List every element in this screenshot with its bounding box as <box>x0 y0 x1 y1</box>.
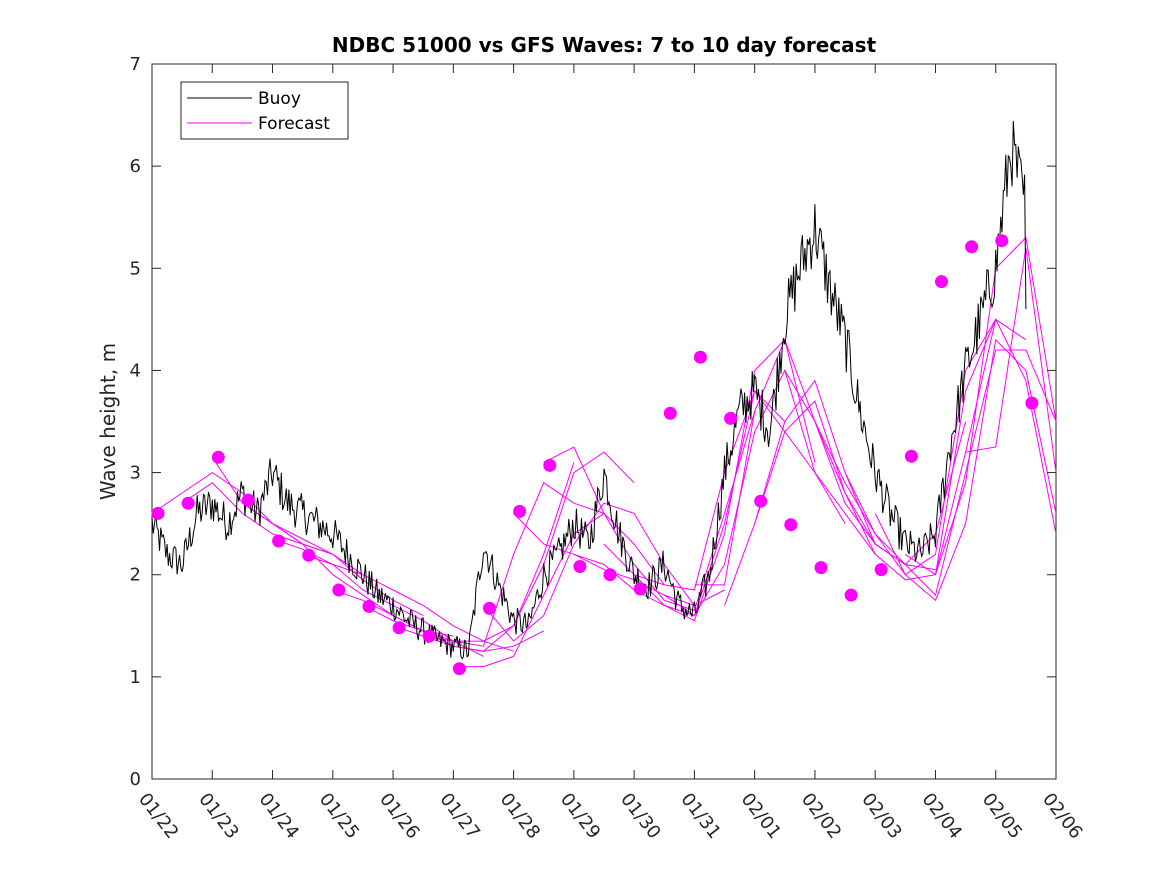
forecast-line-23 <box>814 318 1027 581</box>
forecast-line-17 <box>633 389 846 591</box>
forecast-line-14 <box>543 411 756 612</box>
forecast-marker <box>965 240 979 254</box>
forecast-marker <box>904 449 918 463</box>
y-tick-label: 7 <box>130 54 141 75</box>
chart-title: NDBC 51000 vs GFS Waves: 7 to 10 day for… <box>332 33 877 57</box>
y-axis-label: Wave height, m <box>96 343 120 500</box>
forecast-marker <box>452 662 466 676</box>
forecast-marker <box>874 563 888 577</box>
forecast-marker <box>302 548 316 562</box>
y-tick-label: 5 <box>130 258 141 279</box>
forecast-marker <box>814 561 828 575</box>
forecast-marker <box>603 568 617 582</box>
forecast-line-22 <box>784 319 997 576</box>
forecast-marker <box>513 504 527 518</box>
forecast-line-12 <box>483 502 695 642</box>
forecast-marker <box>663 406 677 420</box>
forecast-marker <box>633 582 647 596</box>
forecast-marker <box>211 450 225 464</box>
forecast-marker <box>181 496 195 510</box>
legend-forecast-label: Forecast <box>258 114 330 134</box>
forecast-marker <box>483 601 496 615</box>
forecast-line-24 <box>844 349 1057 597</box>
forecast-line-27 <box>935 317 1057 575</box>
forecast-line-6 <box>302 553 514 652</box>
forecast-line-19 <box>694 338 906 586</box>
forecast-marker <box>151 506 165 520</box>
y-tick-label: 1 <box>130 667 141 688</box>
y-tick-label: 3 <box>130 463 141 484</box>
legend-box <box>180 81 349 140</box>
forecast-line-28 <box>965 247 1057 473</box>
forecast-marker <box>754 494 768 508</box>
forecast-marker <box>272 534 286 548</box>
axes-box <box>151 63 1057 780</box>
forecast-marker <box>241 493 255 507</box>
forecast-marker <box>784 518 798 532</box>
forecast-marker <box>392 621 406 635</box>
legend: Buoy Forecast <box>180 81 349 140</box>
forecast-marker <box>995 234 1009 248</box>
forecast-marker <box>362 599 376 613</box>
legend-buoy-label: Buoy <box>258 89 301 109</box>
forecast-line-18 <box>664 369 876 617</box>
forecast-marker <box>422 629 436 643</box>
forecast-marker <box>693 350 707 364</box>
y-tick-label: 2 <box>130 565 141 586</box>
forecast-marker <box>935 275 948 289</box>
forecast-marker <box>844 588 858 602</box>
forecast-marker <box>1025 396 1039 410</box>
y-tick-label: 4 <box>130 360 141 381</box>
forecast-marker <box>573 560 587 573</box>
forecast-marker <box>724 411 738 425</box>
buoy-line <box>151 120 1027 660</box>
forecast-line-26 <box>905 236 1057 576</box>
forecast-line-11 <box>453 512 665 668</box>
forecast-line-25 <box>874 338 1057 602</box>
marker-layer <box>151 234 1039 676</box>
y-tick-label: 0 <box>130 769 141 790</box>
forecast-marker <box>332 583 346 597</box>
y-tick-label: 6 <box>130 156 141 177</box>
forecast-marker <box>543 458 557 472</box>
